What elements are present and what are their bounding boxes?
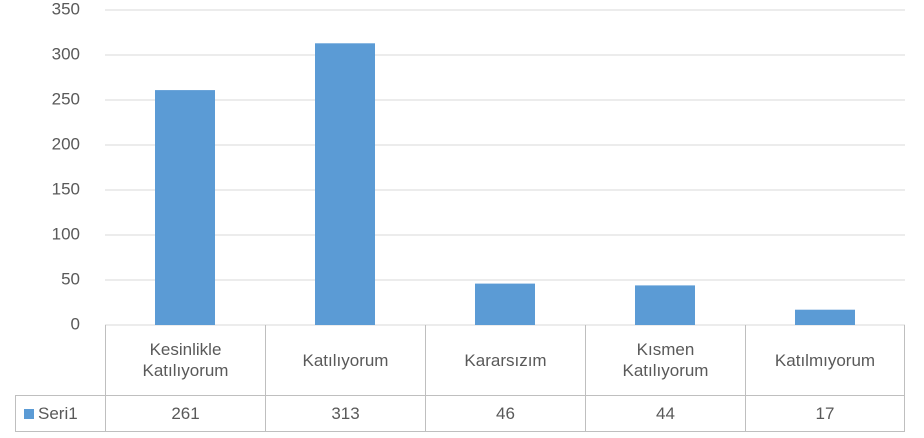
y-tick-label: 350 [52, 0, 80, 18]
bar [795, 309, 855, 325]
y-tick-label: 300 [52, 44, 80, 63]
bar [315, 43, 375, 326]
x-tick-label: Katılıyorum [265, 325, 425, 395]
table-value: 17 [745, 395, 905, 432]
x-tick-label: Kesinlikle Katılıyorum [105, 325, 265, 395]
bar [475, 283, 535, 325]
y-tick-label: 150 [52, 179, 80, 198]
bar [635, 285, 695, 325]
table-value: 261 [105, 395, 265, 432]
x-tick-label: Kısmen Katılıyorum [585, 325, 745, 395]
table-value: 46 [425, 395, 585, 432]
y-tick-label: 100 [52, 224, 80, 243]
y-tick-label: 50 [61, 269, 80, 288]
x-tick-label: Kararsızım [425, 325, 585, 395]
y-tick-label: 0 [71, 314, 80, 333]
legend-entry: Seri1 [15, 395, 105, 432]
legend-swatch [24, 408, 34, 419]
table-value: 313 [265, 395, 425, 432]
y-tick-label: 200 [52, 134, 80, 153]
legend-label: Seri1 [38, 404, 78, 423]
y-tick-label: 250 [52, 89, 80, 108]
table-value: 44 [585, 395, 745, 432]
x-tick-label: Katılmıyorum [745, 325, 905, 395]
bar [155, 90, 215, 325]
